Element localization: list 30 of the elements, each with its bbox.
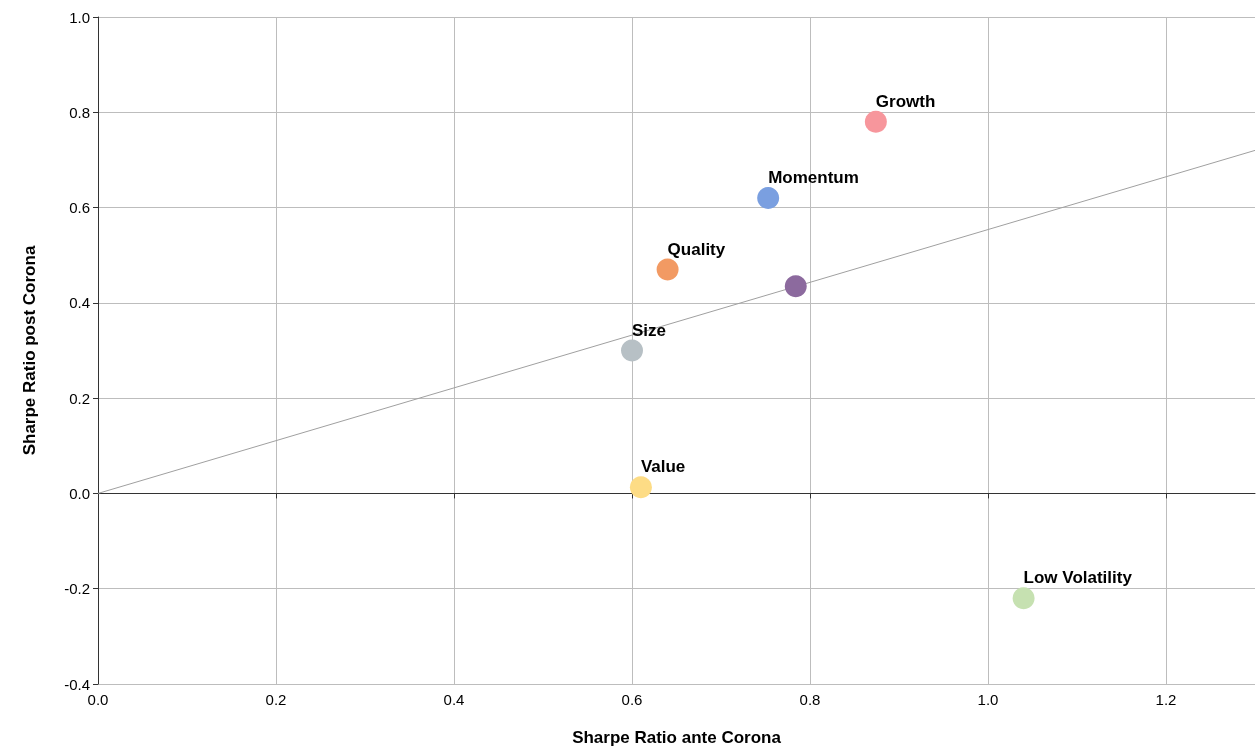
- series-label: Quality: [667, 239, 726, 259]
- y-tick-label: 0.4: [69, 294, 90, 312]
- point: [1012, 587, 1035, 610]
- series-label: Momentum: [768, 168, 859, 188]
- y-tick-label: 0.8: [69, 103, 90, 121]
- series-label: Low Volatility: [1023, 568, 1133, 588]
- x-tick-label: 1.2: [1155, 691, 1177, 708]
- x-tick-label: 0.6: [621, 691, 643, 708]
- point: [864, 110, 887, 133]
- y-tick-label: 0.0: [69, 484, 90, 502]
- y-tick-label: -0.4: [64, 675, 90, 693]
- x-tick-label: 0.8: [799, 691, 821, 708]
- point: [656, 258, 679, 281]
- point: [784, 275, 807, 298]
- x-tick-label: 0.4: [443, 691, 465, 708]
- point: [629, 476, 652, 499]
- y-tick-label: 0.6: [69, 199, 90, 217]
- y-axis-title: Sharpe Ratio post Corona: [20, 245, 39, 456]
- x-axis-title: Sharpe Ratio ante Corona: [572, 728, 782, 747]
- y-tick-label: 1.0: [69, 8, 90, 26]
- point: [621, 339, 643, 362]
- series-label: Size: [632, 320, 667, 340]
- x-tick-label: 1.0: [977, 691, 999, 708]
- y-tick-label: -0.2: [64, 580, 90, 598]
- point: [757, 187, 780, 210]
- y-tick-label: 0.2: [69, 389, 90, 407]
- x-tick-label: 0.0: [87, 691, 109, 708]
- x-tick-label: 0.2: [265, 691, 287, 708]
- series-label: Growth: [875, 91, 936, 111]
- series-label: Value: [640, 457, 686, 477]
